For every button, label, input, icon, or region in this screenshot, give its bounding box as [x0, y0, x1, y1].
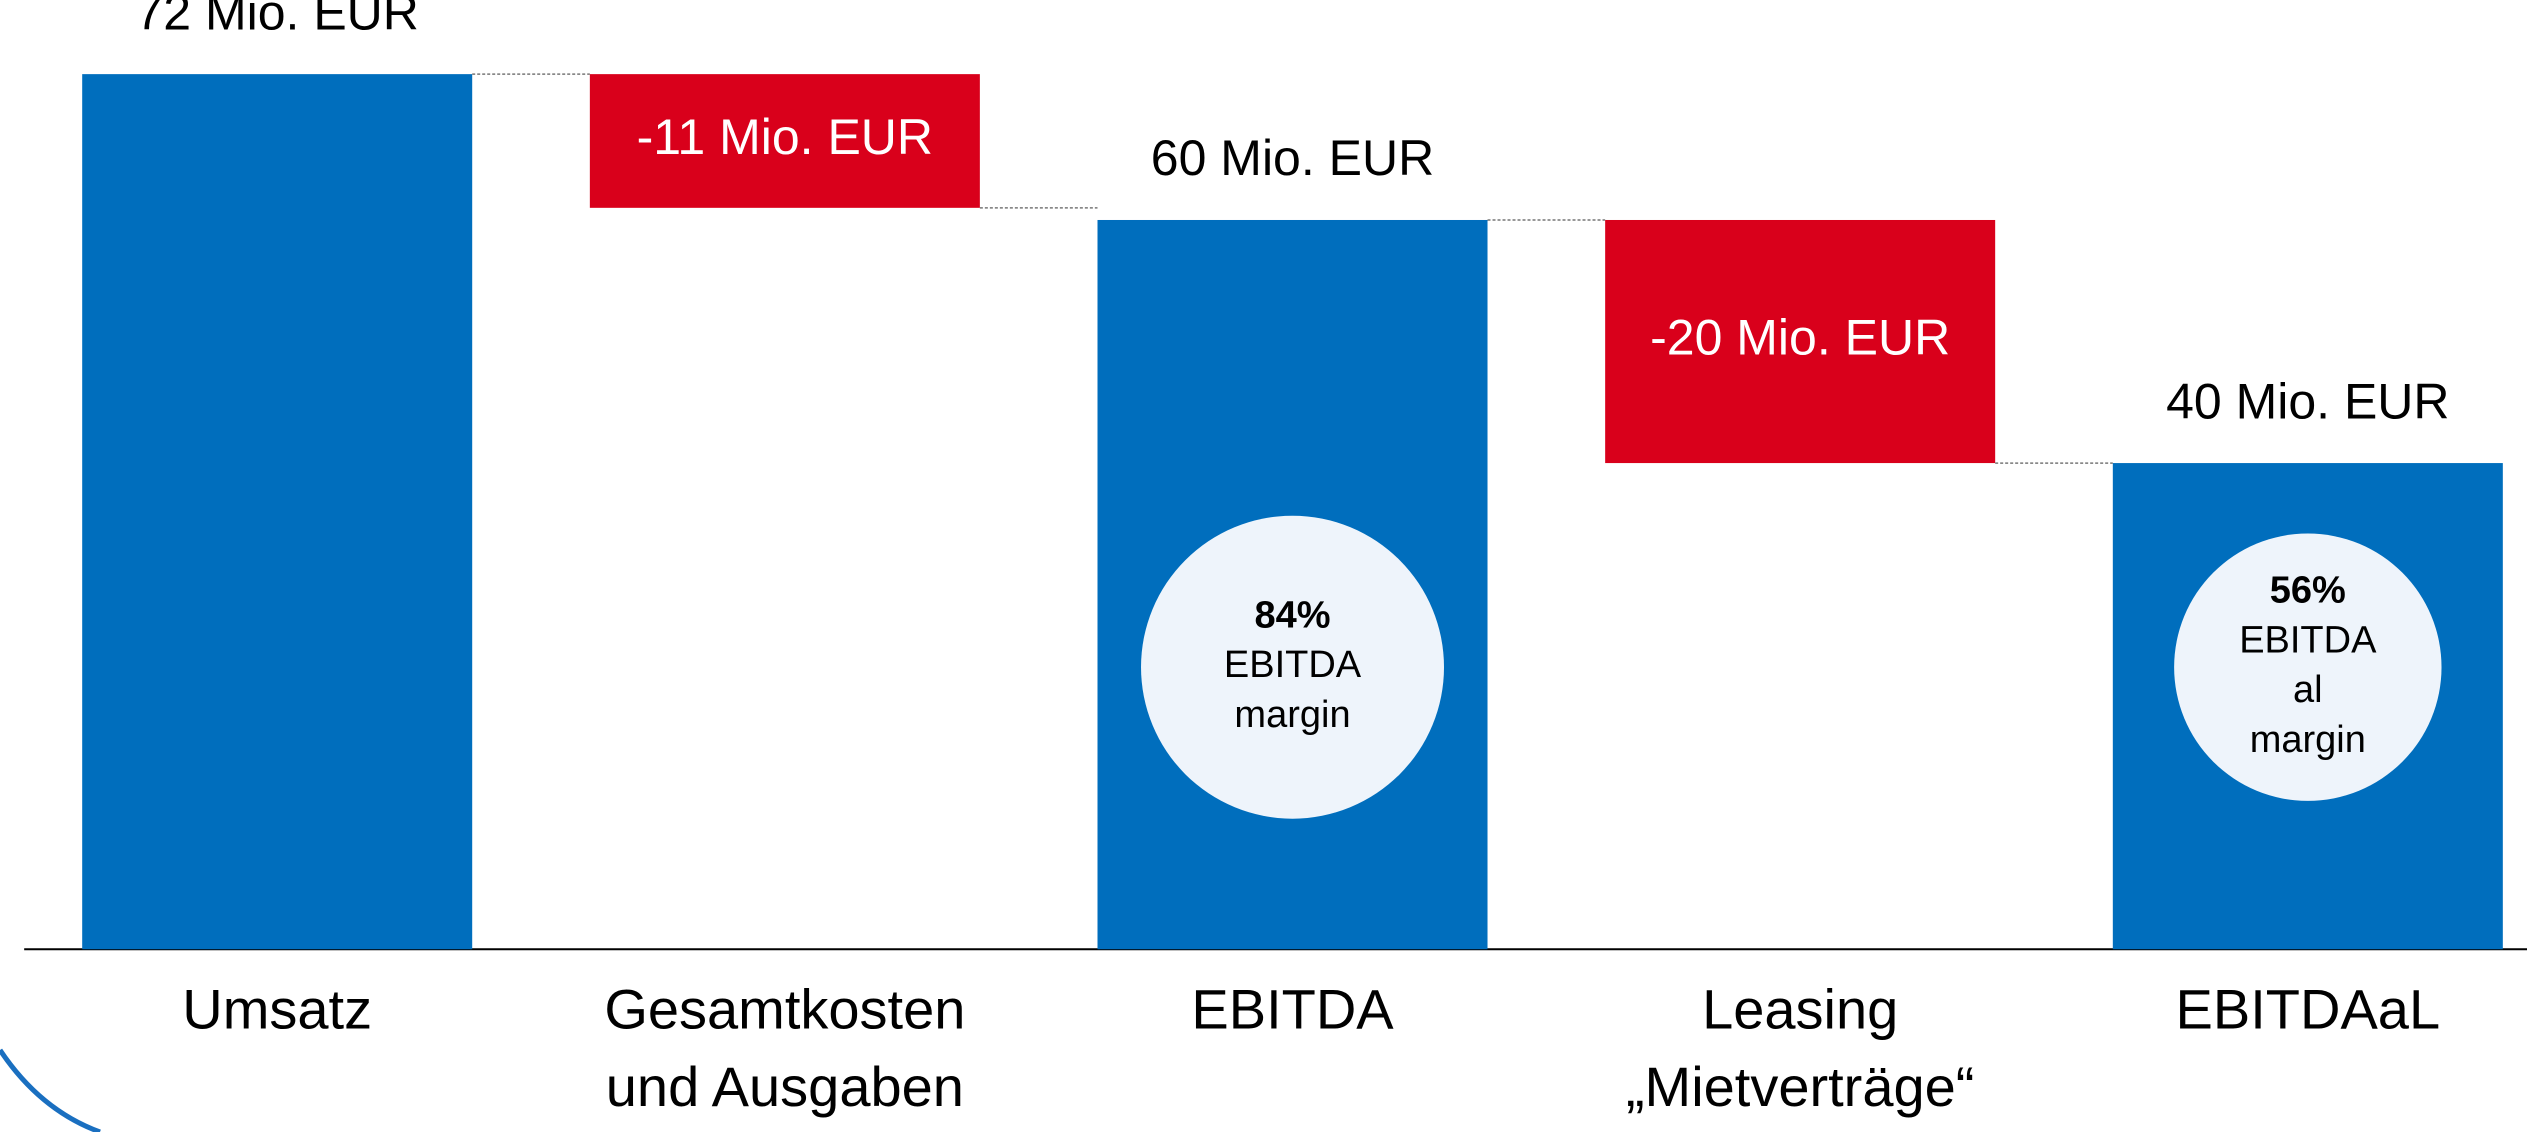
category-label: Leasing	[1702, 977, 1898, 1040]
corner-arc	[0, 1048, 101, 1132]
category-label: EBITDA	[1191, 977, 1394, 1040]
bar	[589, 74, 980, 208]
margin-value: 56%	[2270, 569, 2346, 611]
category-label: Gesamtkosten	[604, 977, 965, 1040]
margin-value: 84%	[1254, 594, 1330, 636]
category-label: „Mietverträge“	[1626, 1055, 1975, 1118]
margin-text: EBITDA	[1224, 644, 1362, 686]
category-label: EBITDAaL	[2176, 977, 2441, 1040]
margin-circle	[1141, 515, 1444, 819]
bar	[82, 74, 473, 950]
category-label: Umsatz	[182, 977, 372, 1040]
value-label: -20 Mio. EUR	[1650, 310, 1950, 366]
value-label: 40 Mio. EUR	[2166, 373, 2449, 429]
bar	[1605, 219, 1996, 464]
margin-text: EBITDA	[2239, 619, 2377, 661]
value-label: 72 Mio. EUR	[135, 0, 418, 40]
margin-text: margin	[1234, 694, 1350, 736]
value-label: 60 Mio. EUR	[1151, 130, 1434, 186]
margin-text: margin	[2250, 719, 2366, 761]
category-label: und Ausgaben	[606, 1055, 964, 1118]
margin-text: al	[2293, 669, 2323, 711]
value-label: -11 Mio. EUR	[637, 109, 933, 165]
margin-circle	[2174, 533, 2442, 801]
